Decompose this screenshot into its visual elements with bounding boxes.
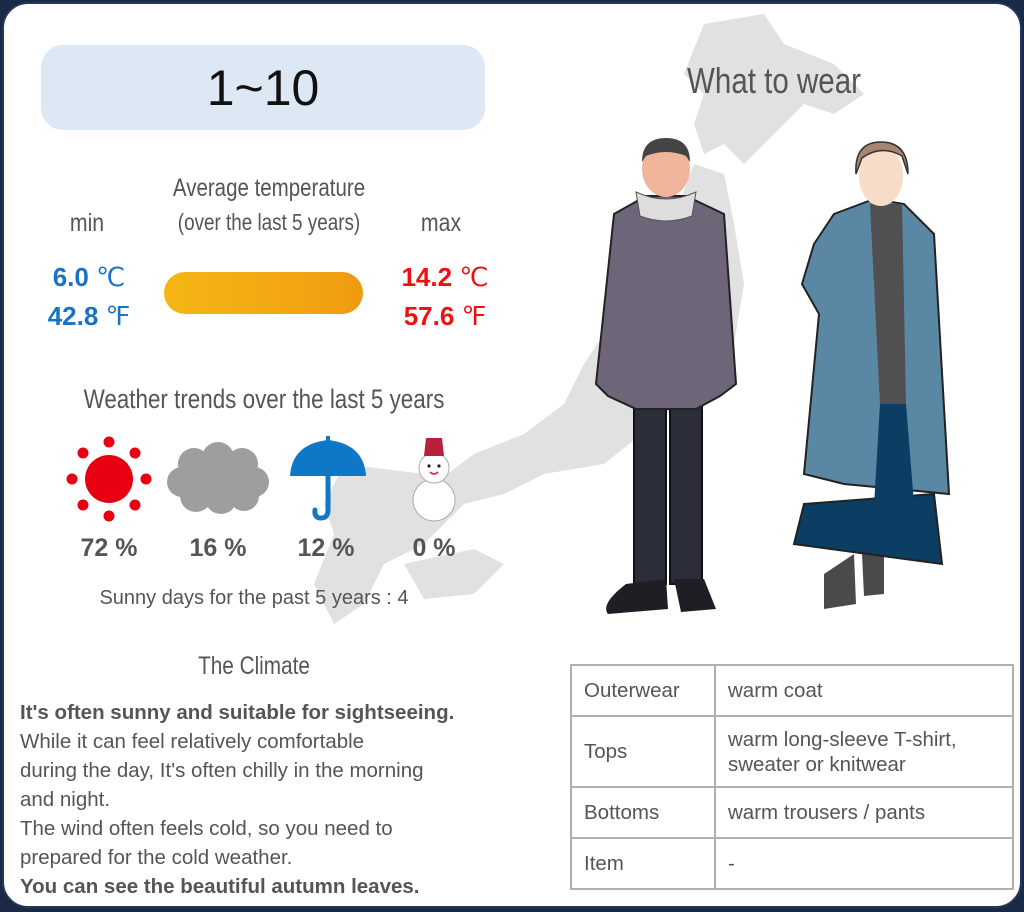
max-fahrenheit: 57.6 xyxy=(403,301,455,331)
table-row: Item - xyxy=(570,837,1014,890)
max-celsius: 14.2 xyxy=(401,262,453,292)
clothing-table: Outerwear warm coat Tops warm long-sleev… xyxy=(570,664,1014,890)
table-row: Bottoms warm trousers / pants xyxy=(570,786,1014,839)
man-outfit-illustration xyxy=(594,138,738,614)
climate-line: You can see the beautiful autumn leaves. xyxy=(20,875,420,898)
row-value: warm long-sleeve T-shirt, sweater or kni… xyxy=(714,715,1014,788)
climate-line: It's often sunny and suitable for sights… xyxy=(20,701,455,724)
celsius-unit: ℃ xyxy=(459,263,489,292)
max-temperature: 14.2 ℃ 57.6 ℉ xyxy=(380,258,510,336)
fahrenheit-unit: ℉ xyxy=(461,302,487,331)
climate-line: prepared for the cold weather. xyxy=(20,846,293,869)
sun-icon xyxy=(66,436,152,522)
row-label: Bottoms xyxy=(570,786,716,839)
row-value: warm coat xyxy=(714,664,1014,717)
sunny-percent: 72 % xyxy=(80,534,138,562)
snowy-percent: 0 % xyxy=(412,534,456,562)
celsius-unit: ℃ xyxy=(96,263,126,292)
snowman-icon xyxy=(412,438,456,522)
month-range: 1~10 xyxy=(206,59,320,116)
climate-line: The wind often feels cold, so you need t… xyxy=(20,817,393,840)
min-temperature: 6.0 ℃ 42.8 ℉ xyxy=(24,258,154,336)
table-row: Tops warm long-sleeve T-shirt, sweater o… xyxy=(570,715,1014,788)
umbrella-icon xyxy=(290,436,366,521)
row-label: Item xyxy=(570,837,716,890)
avg-temp-subtitle: (over the last 5 years) xyxy=(177,209,361,235)
cloud-icon xyxy=(167,442,269,514)
min-label: min xyxy=(69,209,105,237)
min-fahrenheit: 42.8 xyxy=(47,301,99,331)
avg-temp-title: Average temperature xyxy=(172,174,366,202)
fahrenheit-unit: ℉ xyxy=(105,302,131,331)
climate-line: While it can feel relatively comfortable xyxy=(20,730,365,753)
sunny-days-text: Sunny days for the past 5 years : 4 xyxy=(99,587,409,609)
rainy-percent: 12 % xyxy=(297,534,355,562)
climate-line: and night. xyxy=(20,788,111,811)
climate-line: during the day, It's often chilly in the… xyxy=(20,759,424,782)
min-celsius: 6.0 xyxy=(52,262,89,292)
temperature-range-bar xyxy=(164,272,363,314)
row-label: Tops xyxy=(570,715,716,788)
row-label: Outerwear xyxy=(570,664,716,717)
what-to-wear-title: What to wear xyxy=(687,60,861,101)
cloudy-percent: 16 % xyxy=(189,534,247,562)
month-range-badge: 1~10 xyxy=(41,45,485,130)
row-value: - xyxy=(714,837,1014,890)
weather-trends-title: Weather trends over the last 5 years xyxy=(83,384,445,414)
row-value: warm trousers / pants xyxy=(714,786,1014,839)
climate-title: The Climate xyxy=(198,652,310,680)
woman-outfit-illustration xyxy=(792,141,951,609)
climate-description: It's often sunny and suitable for sights… xyxy=(20,698,540,901)
table-row: Outerwear warm coat xyxy=(570,664,1014,717)
max-label: max xyxy=(420,209,462,237)
